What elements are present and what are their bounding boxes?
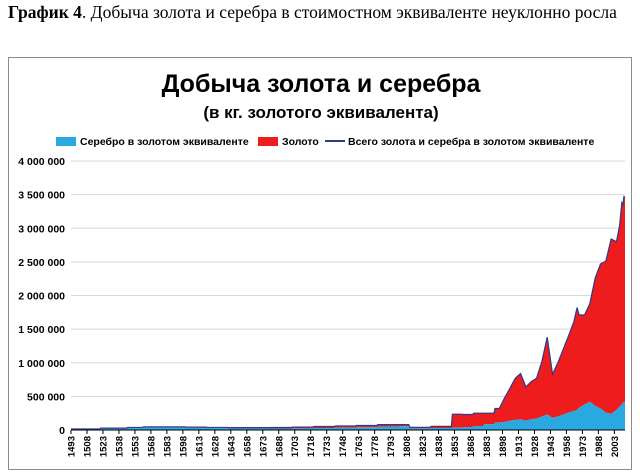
- x-tick-label: 1583: [162, 436, 173, 457]
- x-tick-label: 2003: [610, 436, 621, 457]
- legend: Серебро в золотом эквиваленте Золото Все…: [56, 136, 594, 148]
- x-tick-label: 1658: [242, 436, 253, 457]
- y-tick-label: 1 000 000: [18, 358, 65, 370]
- legend-swatch-gold: [258, 137, 278, 146]
- x-tick-label: 1643: [226, 436, 237, 457]
- x-tick-label: 1703: [290, 436, 301, 457]
- x-tick-label: 1958: [562, 436, 573, 457]
- x-tick-label: 1493: [67, 436, 78, 457]
- x-tick-label: 1973: [578, 436, 589, 457]
- caption-text: . Добыча золота и серебра в стоимостном …: [81, 2, 617, 22]
- x-tick-label: 1688: [274, 436, 285, 457]
- legend-label-gold: Золото: [282, 136, 319, 148]
- x-tick-label: 1868: [466, 436, 477, 457]
- y-tick-label: 2 000 000: [18, 291, 65, 303]
- x-tick-label: 1853: [450, 436, 461, 457]
- chart-subtitle: (в кг. золотого эквивалента): [203, 103, 438, 122]
- x-tick-label: 1898: [498, 436, 509, 457]
- legend-label-silver: Серебро в золотом эквиваленте: [80, 136, 249, 148]
- plot-area: [71, 195, 626, 430]
- y-tick-label: 3 500 000: [18, 190, 65, 202]
- area-chart: Добыча золота и серебра (в кг. золотого …: [18, 70, 626, 457]
- y-tick-label: 1 500 000: [18, 324, 65, 336]
- y-tick-label: 2 500 000: [18, 257, 65, 269]
- x-tick-label: 1793: [386, 436, 397, 457]
- x-tick-label: 1628: [210, 436, 221, 457]
- y-tick-label: 500 000: [27, 391, 65, 403]
- x-tick-label: 1538: [114, 436, 125, 457]
- y-tick-label: 3 000 000: [18, 223, 65, 235]
- gold-area: [71, 196, 625, 430]
- x-tick-label: 1883: [482, 436, 493, 457]
- x-tick-label: 1988: [594, 436, 605, 457]
- x-tick-label: 1553: [130, 436, 141, 457]
- grid-lines: [71, 160, 625, 397]
- y-tick-label: 0: [59, 425, 65, 437]
- x-tick-label: 1838: [434, 436, 445, 457]
- y-tick-label: 4 000 000: [18, 156, 65, 168]
- x-tick-label: 1598: [178, 436, 189, 457]
- chart-title: Добыча золота и серебра: [162, 70, 482, 98]
- y-axis-ticks: 0 500 000 1 000 000 1 500 000 2 000 000 2 500…: [18, 156, 65, 437]
- total-line: [71, 195, 626, 430]
- x-tick-label: 1523: [98, 436, 109, 457]
- legend-swatch-silver: [56, 137, 76, 146]
- x-tick-label: 1823: [418, 436, 429, 457]
- x-tick-label: 1943: [546, 436, 557, 457]
- x-tick-label: 1748: [338, 436, 349, 457]
- x-tick-label: 1568: [146, 436, 157, 457]
- silver-area: [71, 401, 625, 430]
- x-tick-label: 1508: [82, 436, 93, 457]
- x-tick-label: 1763: [354, 436, 365, 457]
- x-tick-label: 1808: [402, 436, 413, 457]
- x-tick-label: 1928: [530, 436, 541, 457]
- x-tick-label: 1718: [306, 436, 317, 457]
- x-tick-label: 1913: [514, 436, 525, 457]
- figure-caption: График 4. Добыча золота и серебра в стои…: [8, 2, 632, 23]
- x-axis: 1493 1508 1523 1538 1553 1568 1583 1598 1613 1628…: [67, 429, 625, 457]
- x-tick-label: 1613: [194, 436, 205, 457]
- chart-frame: Добыча золота и серебра (в кг. золотого …: [8, 57, 632, 470]
- x-tick-label: 1673: [258, 436, 269, 457]
- caption-label: График 4: [8, 2, 82, 22]
- x-tick-label: 1778: [370, 436, 381, 457]
- x-tick-label: 1733: [322, 436, 333, 457]
- legend-label-total: Всего золота и серебра в золотом эквивал…: [348, 136, 594, 148]
